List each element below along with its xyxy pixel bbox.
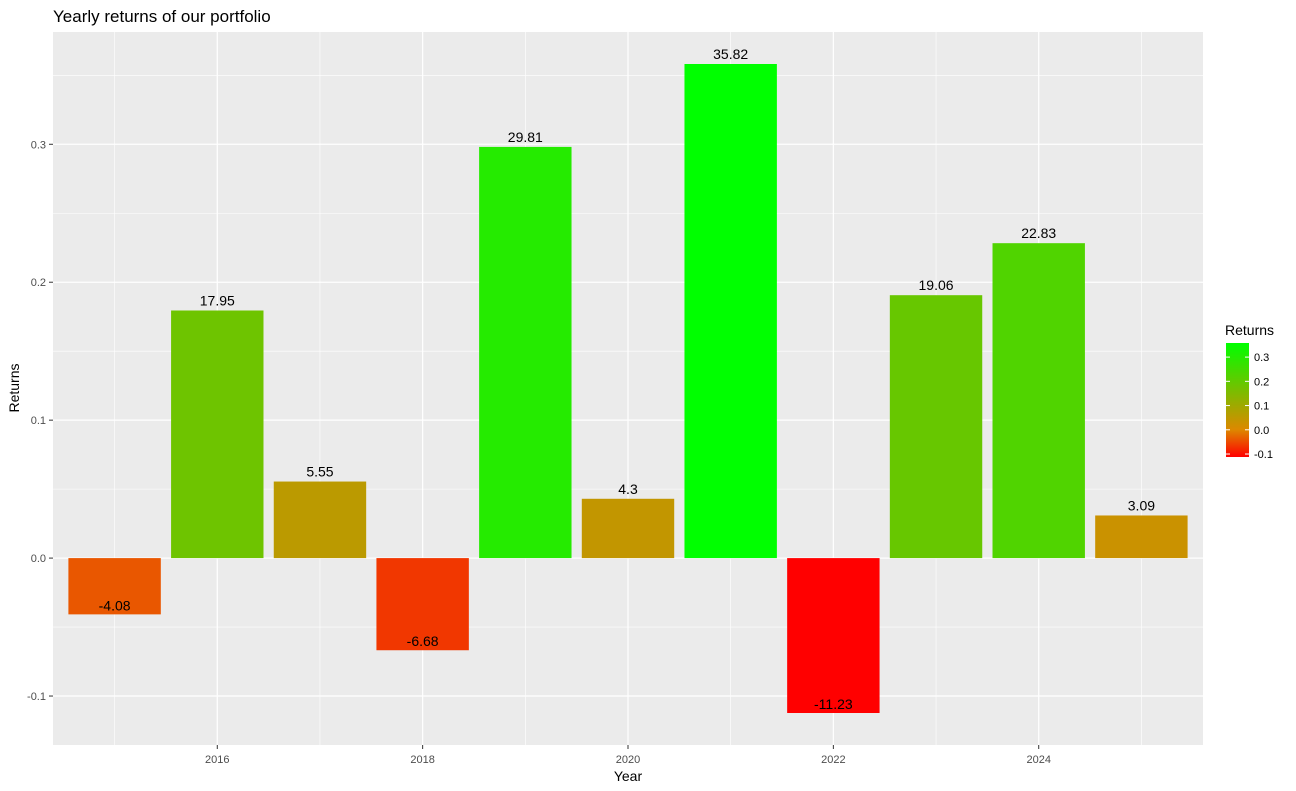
- bar: [1095, 515, 1188, 559]
- data-label: 17.95: [200, 292, 235, 308]
- data-label: 22.83: [1021, 225, 1056, 241]
- y-tick-label: 0.1: [31, 415, 46, 427]
- legend-tick-label: 0.3: [1254, 352, 1269, 364]
- bar: [787, 558, 880, 713]
- x-axis-title: Year: [614, 768, 643, 784]
- data-label: -4.08: [99, 597, 131, 613]
- bar: [581, 498, 675, 559]
- legend-colorbar: [1226, 343, 1249, 457]
- bar: [479, 146, 572, 559]
- x-tick-label: 2016: [205, 754, 229, 766]
- y-tick-label: -0.1: [27, 691, 46, 703]
- bar: [684, 64, 777, 559]
- data-label: -6.68: [407, 633, 439, 649]
- legend-tick-label: 0.0: [1254, 425, 1269, 437]
- bar: [376, 558, 469, 651]
- data-label: -11.23: [814, 696, 853, 712]
- data-label: 35.82: [713, 46, 748, 62]
- x-tick-label: 2020: [616, 754, 640, 766]
- data-label: 29.81: [508, 129, 543, 145]
- y-tick-label: 0.2: [31, 277, 46, 289]
- legend-tick-label: -0.1: [1254, 449, 1273, 461]
- x-tick-label: 2018: [410, 754, 434, 766]
- chart-title: Yearly returns of our portfolio: [53, 7, 271, 26]
- data-label: 4.3: [618, 481, 638, 497]
- data-label: 5.55: [306, 464, 333, 480]
- y-tick-label: 0.3: [31, 139, 46, 151]
- bar: [68, 558, 161, 615]
- y-tick-label: 0.0: [31, 553, 46, 565]
- legend-title: Returns: [1225, 322, 1274, 338]
- bar: [171, 310, 264, 559]
- legend-tick-label: 0.1: [1254, 401, 1269, 413]
- legend-tick-label: 0.2: [1254, 376, 1269, 388]
- data-label: 3.09: [1128, 497, 1155, 513]
- y-axis-title: Returns: [6, 363, 22, 412]
- x-tick-label: 2022: [821, 754, 845, 766]
- data-label: 19.06: [919, 277, 954, 293]
- bar: [992, 243, 1085, 559]
- bar: [273, 481, 367, 559]
- x-tick-label: 2024: [1026, 754, 1050, 766]
- bar: [889, 295, 983, 559]
- legend: Returns 0.3 0.2 0.1 0.0 -0.1: [1225, 322, 1274, 461]
